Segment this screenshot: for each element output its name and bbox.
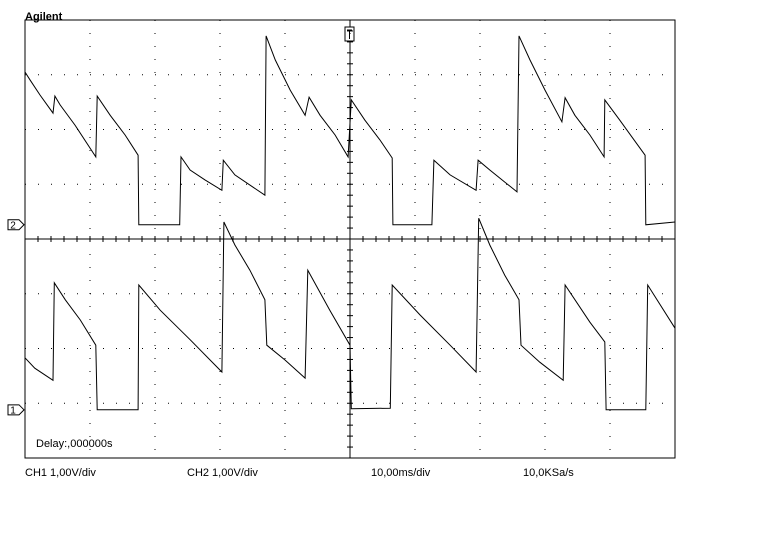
ground-label: 1 bbox=[10, 405, 16, 416]
trace bbox=[24, 218, 676, 411]
ch2-scale: CH2 1,00V/div bbox=[187, 467, 258, 479]
chart-title: Agilent bbox=[25, 11, 63, 23]
ch1-scale: CH1 1,00V/div bbox=[25, 467, 96, 479]
time-scale: 10,00ms/div bbox=[371, 467, 431, 479]
ground-marker bbox=[7, 219, 25, 231]
delay-label: Delay:,000000s bbox=[36, 438, 113, 450]
sample-rate: 10,0KSa/s bbox=[523, 467, 574, 479]
ground-marker bbox=[7, 404, 25, 416]
ground-label: 2 bbox=[10, 220, 16, 231]
trace bbox=[24, 35, 676, 226]
